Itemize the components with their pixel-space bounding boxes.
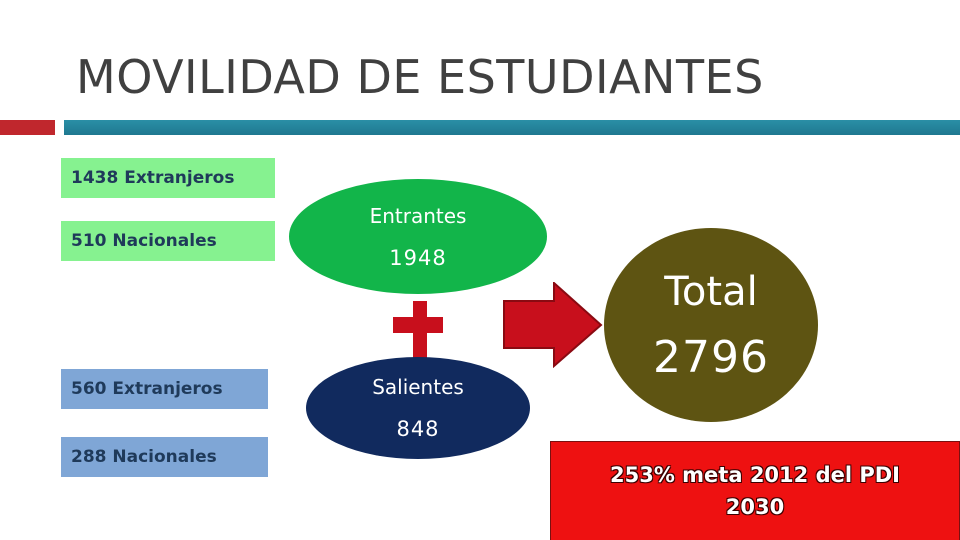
goal-text: 253% meta 2012 del PDI 2030 [609, 463, 900, 519]
incoming-national-tag: 510 Nacionales [61, 221, 275, 261]
outgoing-value: 848 [396, 417, 440, 441]
right-arrow-icon [503, 282, 603, 368]
outgoing-foreign-tag: 560 Extranjeros [61, 369, 268, 409]
total-ellipse: Total 2796 [604, 228, 818, 422]
total-label: Total [664, 269, 758, 315]
outgoing-label: Salientes [372, 375, 464, 399]
slide-title: MOVILIDAD DE ESTUDIANTES [76, 50, 764, 104]
total-value: 2796 [653, 332, 769, 383]
outgoing-ellipse: Salientes 848 [306, 357, 530, 459]
incoming-value: 1948 [389, 245, 447, 270]
accent-bar-red [0, 120, 55, 135]
accent-bar-teal [64, 120, 960, 135]
goal-box: 253% meta 2012 del PDI 2030 [550, 441, 960, 540]
incoming-ellipse: Entrantes 1948 [289, 179, 547, 294]
incoming-label: Entrantes [369, 203, 467, 228]
outgoing-national-tag: 288 Nacionales [61, 437, 268, 477]
incoming-foreign-tag: 1438 Extranjeros [61, 158, 275, 198]
